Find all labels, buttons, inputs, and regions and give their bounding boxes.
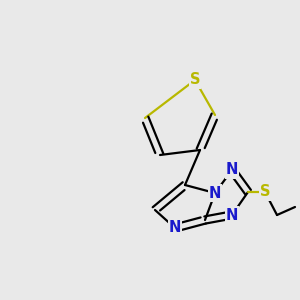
- Text: N: N: [226, 208, 238, 223]
- Text: S: S: [190, 73, 200, 88]
- Text: N: N: [226, 163, 238, 178]
- Text: N: N: [169, 220, 181, 236]
- Text: N: N: [209, 185, 221, 200]
- Text: S: S: [260, 184, 270, 200]
